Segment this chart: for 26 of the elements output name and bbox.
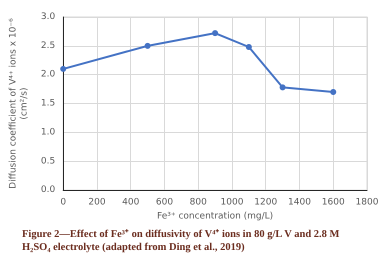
x-tick-label: 400 xyxy=(122,198,140,208)
x-tick-label: 800 xyxy=(190,198,208,208)
point xyxy=(144,42,151,49)
x-axis-title: Fe³⁺ concentration (mg/L) xyxy=(157,212,274,222)
y-tick-label: 1.5 xyxy=(40,98,56,109)
x-tick-label: 1800 xyxy=(356,198,379,208)
caption: Figure 2—Effect of Fe³⁺ on diffusivity of V⁴⁺ ions in 80 g/L V and 2.8 M H₂SO₄ electrolyte (adapted from Ding et al., 2019) xyxy=(22,228,340,254)
y-tick-label: 0.5 xyxy=(40,156,56,166)
y-tick-label: 1.0 xyxy=(40,127,56,138)
x-tick-label: 1000 xyxy=(220,198,244,208)
y-tick-label: 2.5 xyxy=(40,40,56,51)
point xyxy=(212,30,218,36)
x-tick-label: 1200 xyxy=(254,198,278,208)
x-tick-label: 0 xyxy=(60,198,66,208)
x-tick-label: 1400 xyxy=(288,198,312,208)
y-axis-title: Diffusion coefficient of V⁴⁺ ions x 10⁻⁶ (cm²/s) xyxy=(8,18,30,189)
x-tick-label: 1600 xyxy=(322,198,345,208)
y-tick-label: 2.0 xyxy=(40,70,56,80)
x-tick-label: 600 xyxy=(156,198,174,208)
point xyxy=(330,89,336,96)
x-tick-label: 200 xyxy=(88,198,106,208)
y-tick-label: 3.0 xyxy=(40,12,56,22)
point xyxy=(60,66,66,72)
point xyxy=(246,44,252,50)
y-tick-label: 0.0 xyxy=(40,185,56,196)
point xyxy=(280,84,286,90)
